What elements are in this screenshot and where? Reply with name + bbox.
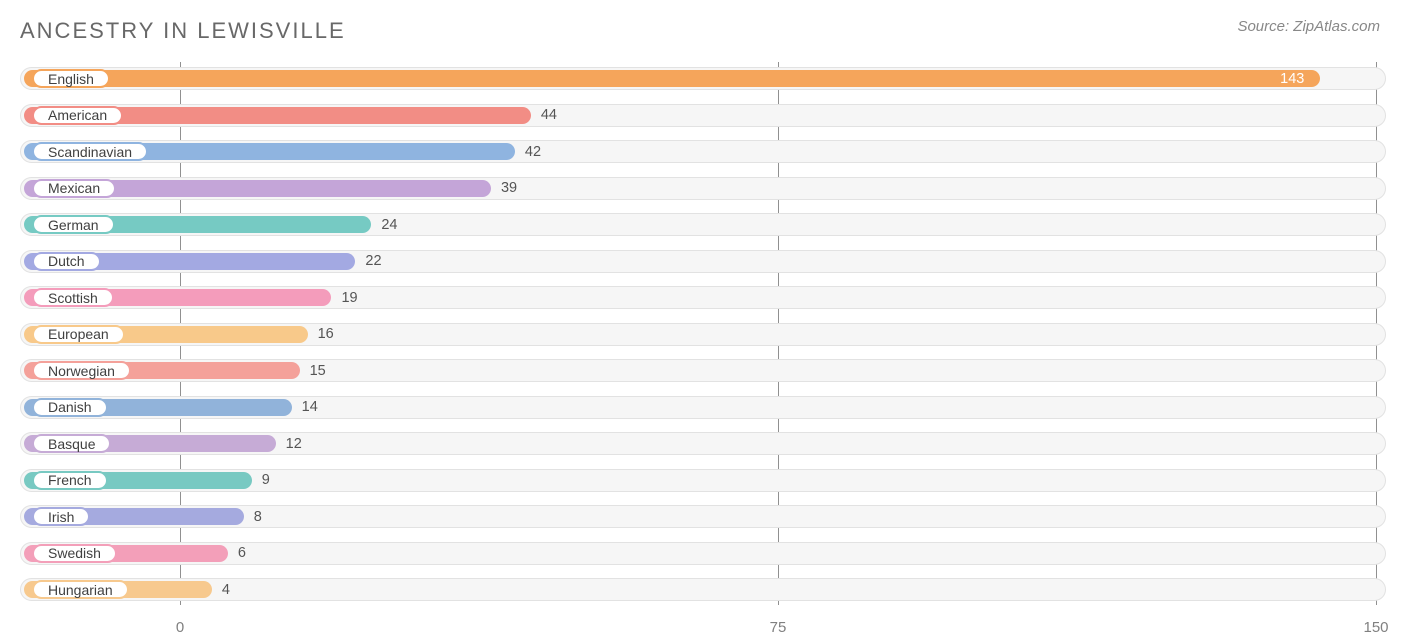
bar-value: 9	[262, 472, 270, 489]
bar-row: Swedish 6	[20, 537, 1386, 570]
bar-value: 6	[238, 545, 246, 562]
bar-row: American 44	[20, 99, 1386, 132]
plot-area: English 143 American 44 Scandinavian 42 Mexica…	[20, 62, 1386, 617]
bar-label: Scandinavian	[32, 142, 148, 161]
bar-value: 19	[341, 289, 357, 306]
chart-source: Source: ZipAtlas.com	[1237, 18, 1380, 35]
ancestry-bar-chart: ANCESTRY IN LEWISVILLE Source: ZipAtlas.…	[0, 0, 1406, 644]
x-axis-tick: 0	[176, 619, 184, 636]
bar-label: Irish	[32, 507, 90, 526]
bar-row: English 143	[20, 62, 1386, 95]
x-axis-tick: 150	[1363, 619, 1388, 636]
bar-row: Danish 14	[20, 391, 1386, 424]
bar-fill	[24, 70, 1320, 87]
chart-header: ANCESTRY IN LEWISVILLE Source: ZipAtlas.…	[20, 18, 1386, 44]
bar-value: 8	[254, 508, 262, 525]
bar-row: Norwegian 15	[20, 354, 1386, 387]
bar-row: German 24	[20, 208, 1386, 241]
bar-value: 44	[541, 107, 557, 124]
bar-row: European 16	[20, 318, 1386, 351]
bar-value: 39	[501, 180, 517, 197]
bar-label: Basque	[32, 434, 111, 453]
bar-value: 14	[302, 399, 318, 416]
bar-value: 16	[318, 326, 334, 343]
bar-row: Scandinavian 42	[20, 135, 1386, 168]
bar-label: English	[32, 69, 110, 88]
chart-title: ANCESTRY IN LEWISVILLE	[20, 18, 346, 44]
bar-label: Swedish	[32, 544, 117, 563]
bar-label: European	[32, 325, 125, 344]
bar-label: American	[32, 106, 123, 125]
bar-row: Hungarian 4	[20, 573, 1386, 606]
bar-row: Mexican 39	[20, 172, 1386, 205]
bar-label: French	[32, 471, 108, 490]
x-axis: 0 75 150	[20, 619, 1386, 639]
bar-label: Scottish	[32, 288, 114, 307]
bar-label: Hungarian	[32, 580, 129, 599]
bar-value: 42	[525, 143, 541, 160]
bar-label: Danish	[32, 398, 108, 417]
x-axis-tick: 75	[770, 619, 787, 636]
bar-row: Basque 12	[20, 427, 1386, 460]
bar-value: 22	[365, 253, 381, 270]
bar-value: 4	[222, 581, 230, 598]
bar-row: Dutch 22	[20, 245, 1386, 278]
bar-label: German	[32, 215, 115, 234]
bar-row: Irish 8	[20, 500, 1386, 533]
bar-value: 12	[286, 435, 302, 452]
bar-value: 15	[310, 362, 326, 379]
bar-value: 143	[1280, 70, 1304, 87]
bar-row: French 9	[20, 464, 1386, 497]
bar-value: 24	[381, 216, 397, 233]
bar-label: Mexican	[32, 179, 116, 198]
bar-label: Norwegian	[32, 361, 131, 380]
bar-label: Dutch	[32, 252, 101, 271]
bar-row: Scottish 19	[20, 281, 1386, 314]
